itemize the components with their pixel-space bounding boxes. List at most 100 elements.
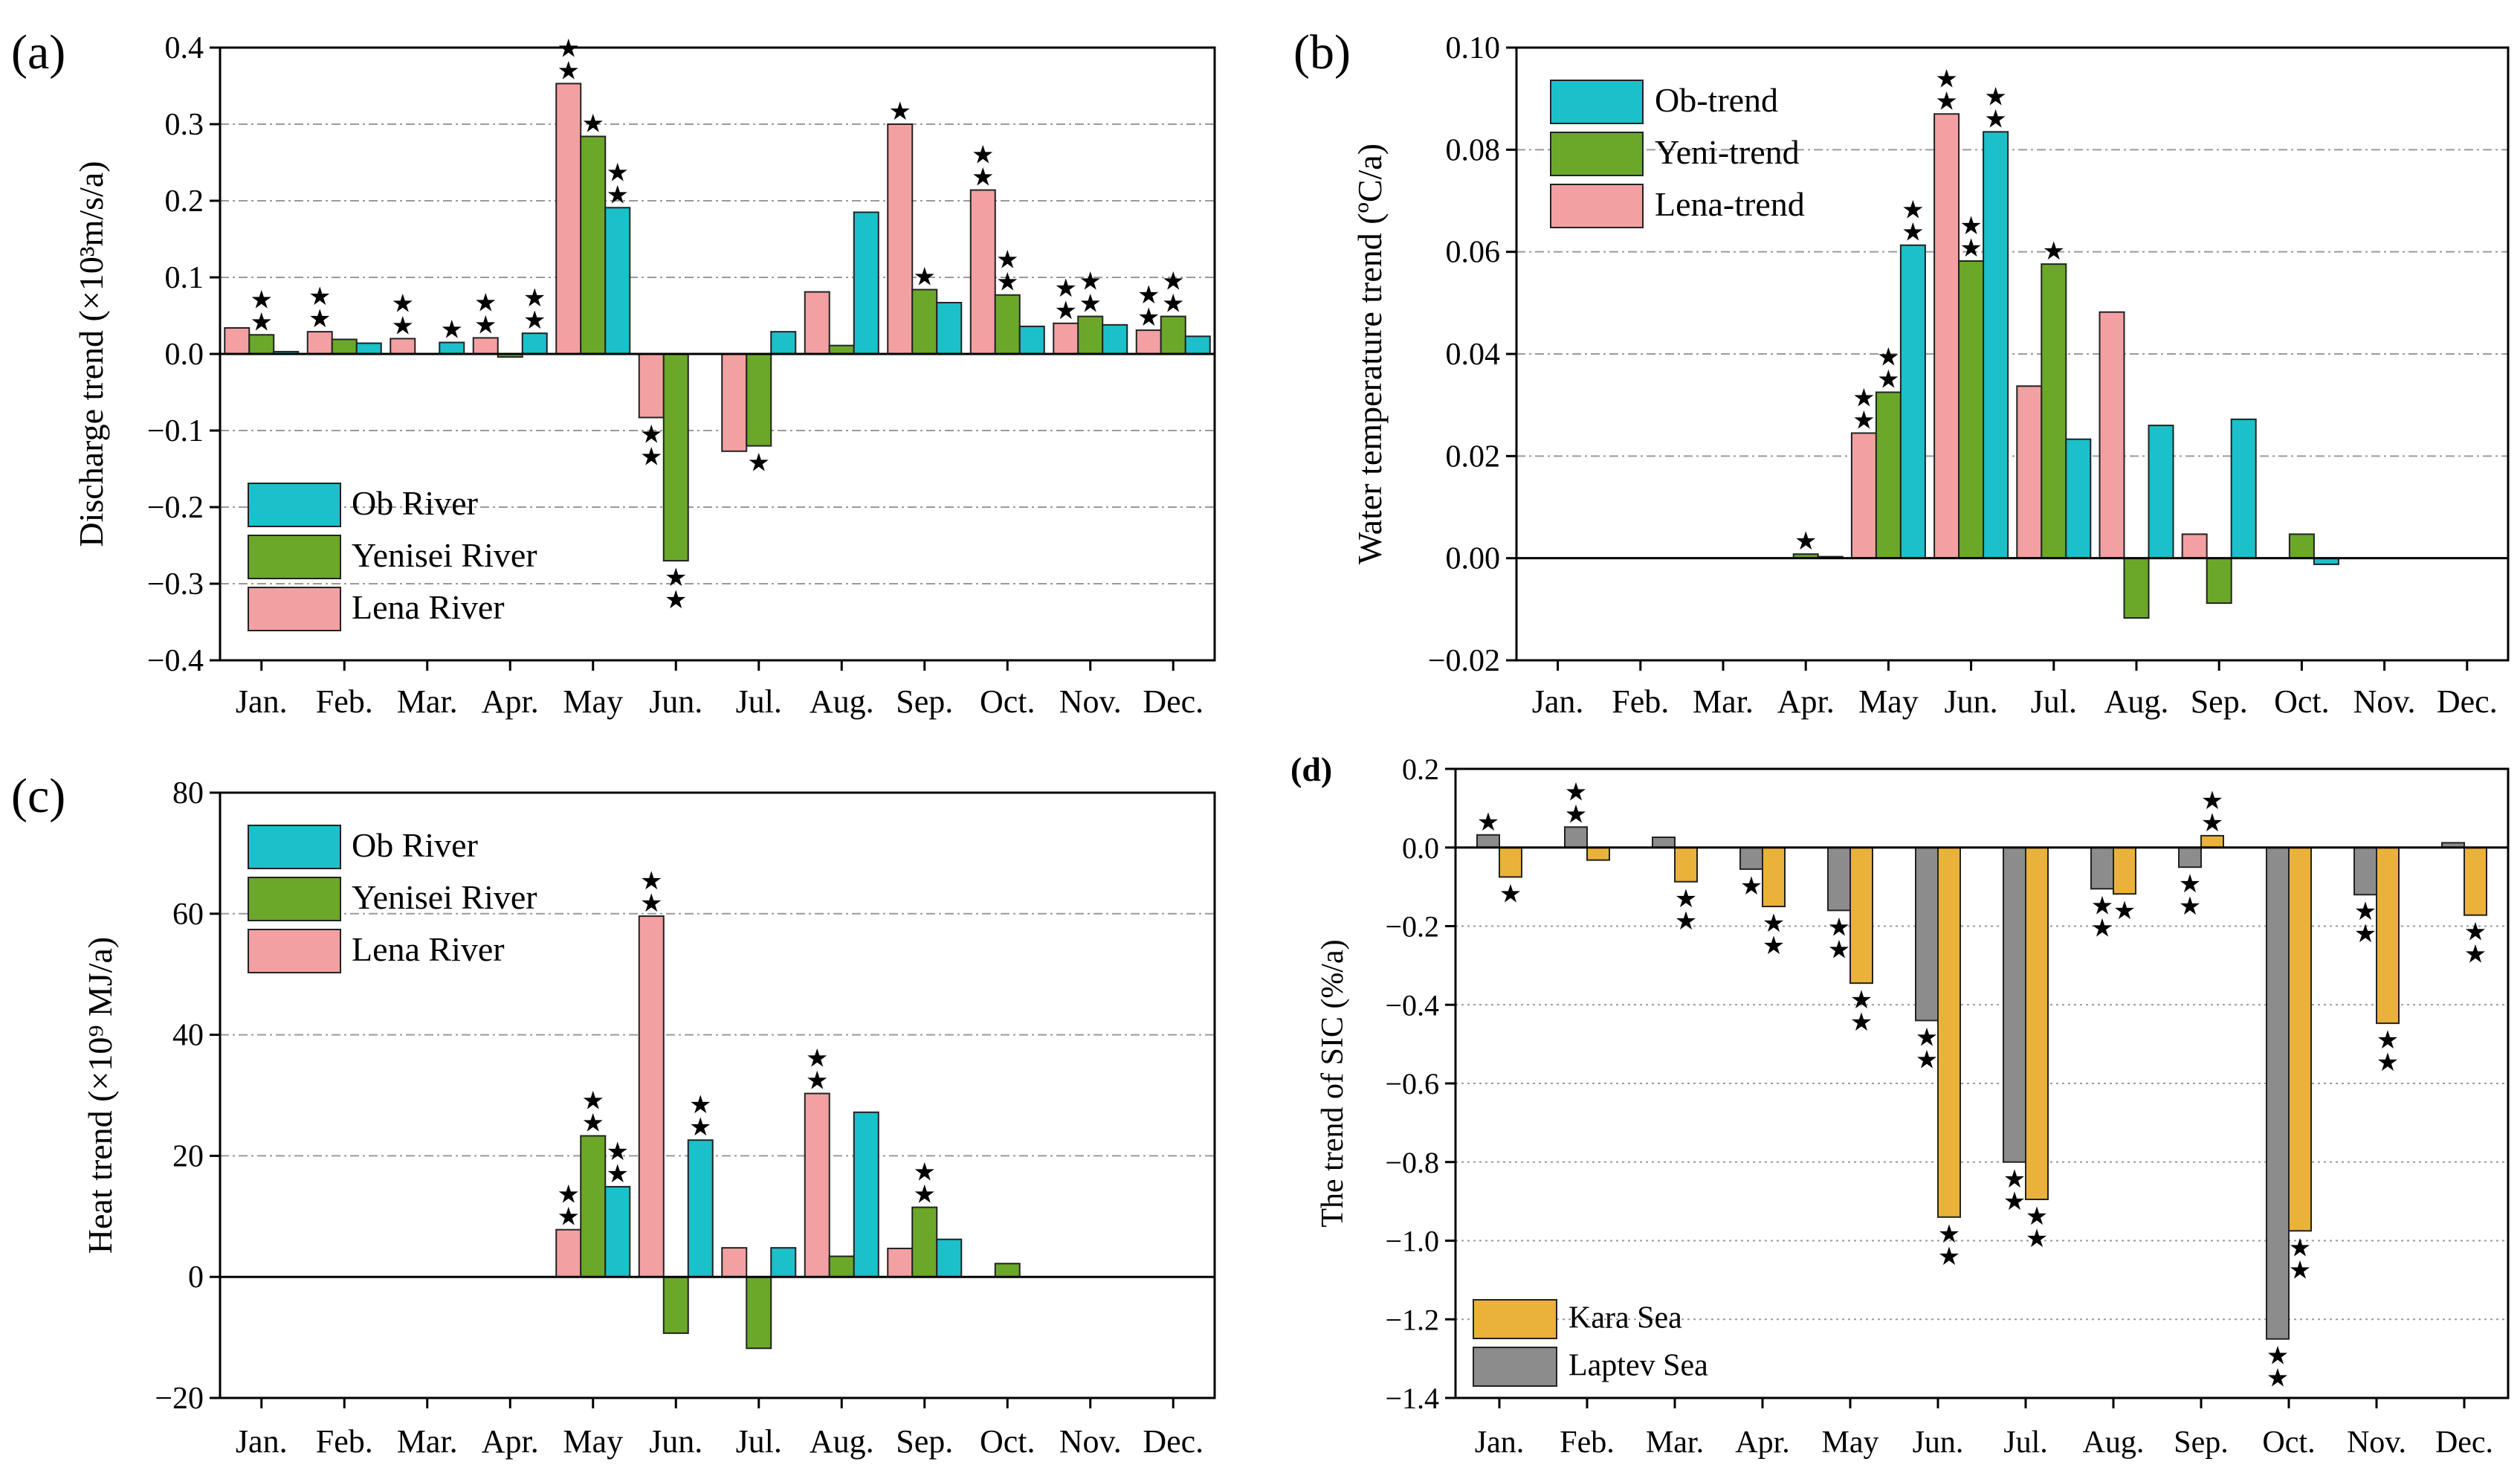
significance-star: ★ <box>582 110 604 138</box>
significance-star: ★ <box>441 317 463 344</box>
significance-star: ★ <box>2179 893 2201 921</box>
bar-ob-7 <box>2148 425 2174 559</box>
legend-label-yenisei: Yenisei River <box>352 878 537 916</box>
x-tick-label: Nov. <box>2347 1425 2406 1460</box>
x-tick-label: Jan. <box>1475 1425 1525 1460</box>
bar-ob-8 <box>2230 418 2257 559</box>
bar-lena-8 <box>887 123 914 355</box>
significance-star: ★ <box>1935 88 1957 115</box>
legend-label-kara: Kara Sea <box>1568 1301 1682 1335</box>
legend-label-yenisei: Yeni-trend <box>1655 133 1800 171</box>
bar-lena-8 <box>2181 533 2208 559</box>
legend-label-lena: Lena River <box>352 588 505 626</box>
legend: Kara Sea Laptev Sea <box>1473 1299 1708 1387</box>
y-tick-label: 0.00 <box>1446 542 1501 576</box>
y-tick-label: 0 <box>188 1260 204 1295</box>
significance-star: ★ <box>607 1161 629 1188</box>
legend-swatch-yenisei <box>248 877 341 921</box>
y-tick-label: 0.10 <box>1446 31 1501 65</box>
significance-star: ★ <box>1850 987 1873 1014</box>
bar-lena-3 <box>472 337 499 355</box>
legend: Ob River Yenisei River Lena River <box>248 483 537 631</box>
significance-star: ★ <box>2464 919 2487 947</box>
panel-label: (b) <box>1293 25 1351 80</box>
y-tick-label: 0.1 <box>165 261 204 295</box>
legend: Ob River Yenisei River Lena River <box>248 825 537 973</box>
significance-star: ★ <box>2003 1166 2026 1193</box>
bar-ob-11 <box>1184 335 1211 355</box>
x-tick-label: Jul. <box>2031 683 2077 720</box>
x-tick-label: Oct. <box>2262 1425 2315 1460</box>
significance-star: ★ <box>806 1045 828 1073</box>
y-tick-label: −0.2 <box>147 491 204 525</box>
bar-ob-9 <box>1018 325 1045 355</box>
x-tick-label: Sep. <box>896 683 953 720</box>
significance-star: ★ <box>640 421 662 448</box>
legend: Ob-trend Yeni-trend Lena-trend <box>1550 80 1805 228</box>
y-tick-label: −0.02 <box>1428 644 1500 678</box>
bar-ob-5 <box>1983 131 2009 559</box>
legend-label-lena: Lena-trend <box>1655 185 1805 223</box>
significance-star: ★ <box>2201 810 2223 837</box>
x-tick-label: Feb. <box>1612 683 1669 720</box>
significance-star: ★ <box>2354 921 2377 948</box>
bar-kara-0 <box>1499 846 1522 878</box>
bar-laptev-9 <box>2266 846 2290 1340</box>
bar-laptev-8 <box>2178 846 2202 869</box>
significance-star: ★ <box>607 181 629 209</box>
significance-star: ★ <box>558 1204 580 1231</box>
significance-star: ★ <box>1916 1046 1938 1074</box>
significance-star: ★ <box>996 269 1018 297</box>
bar-kara-5 <box>1937 846 1961 1218</box>
significance-star: ★ <box>2354 898 2377 926</box>
significance-star: ★ <box>308 306 331 333</box>
significance-star: ★ <box>689 1092 711 1119</box>
significance-star: ★ <box>1055 275 1077 303</box>
x-tick-label: Feb. <box>1560 1425 1615 1460</box>
x-tick-label: Sep. <box>2191 683 2248 720</box>
significance-star: ★ <box>914 1182 936 1209</box>
bar-yenisei-8 <box>911 289 938 355</box>
significance-star: ★ <box>1740 873 1763 900</box>
legend-swatch-lena <box>1550 184 1644 228</box>
significance-star: ★ <box>665 587 687 614</box>
significance-star: ★ <box>582 1088 604 1115</box>
legend-swatch-ob <box>248 483 341 527</box>
significance-star: ★ <box>1902 219 1924 247</box>
legend-label-ob: Ob River <box>352 826 478 864</box>
significance-star: ★ <box>607 1138 629 1166</box>
significance-star: ★ <box>1960 235 1982 262</box>
significance-star: ★ <box>2267 1365 2289 1393</box>
significance-star: ★ <box>1477 809 1499 837</box>
bar-yenisei-9 <box>994 1263 1021 1278</box>
bar-lena-1 <box>306 331 333 355</box>
bar-laptev-0 <box>1476 834 1500 848</box>
significance-star: ★ <box>2026 1225 2048 1253</box>
significance-star: ★ <box>1852 407 1875 434</box>
y-tick-label: 0.4 <box>165 31 204 65</box>
chart-panel-b: ★★★★★★★★★★★★★★0.100.080.060.040.020.00−0… <box>1293 25 2510 720</box>
y-tick-label: 80 <box>172 776 204 811</box>
y-tick-label: 0.2 <box>165 184 204 219</box>
x-tick-label: Apr. <box>482 1423 539 1460</box>
significance-star: ★ <box>1137 282 1160 309</box>
bar-laptev-6 <box>2003 846 2026 1163</box>
significance-star: ★ <box>806 1068 828 1095</box>
significance-star: ★ <box>972 164 994 192</box>
x-tick-label: Mar. <box>397 1423 458 1460</box>
bar-kara-1 <box>1586 846 1610 861</box>
x-tick-label: May <box>563 1423 623 1460</box>
significance-star: ★ <box>1902 197 1924 225</box>
significance-star: ★ <box>1499 880 1522 908</box>
chart-panel-a: ★★★★★★★ ★★★★★★★★★★★★★★★★★★★★★★★★★★ ★★0.40.… <box>11 25 1216 720</box>
significance-star: ★ <box>1960 213 1982 240</box>
significance-star: ★ <box>251 309 273 336</box>
x-tick-label: Feb. <box>316 683 373 720</box>
significance-star: ★ <box>2289 1257 2311 1284</box>
significance-star: ★ <box>2179 871 2201 898</box>
bar-yenisei-6 <box>746 353 772 447</box>
significance-star: ★ <box>1828 914 1850 941</box>
bar-lena-0 <box>224 326 251 355</box>
bar-ob-8 <box>936 1238 963 1278</box>
